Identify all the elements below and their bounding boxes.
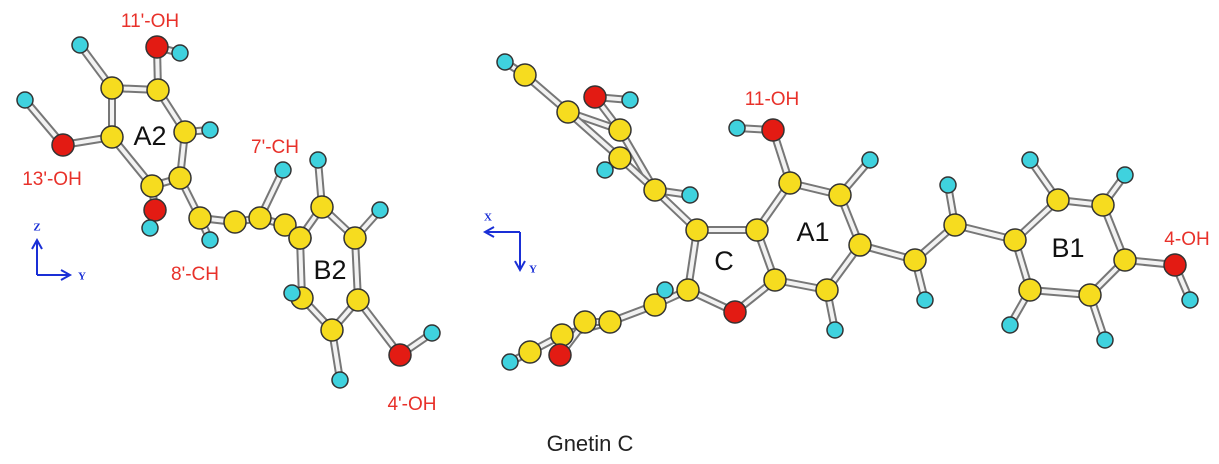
molecules [17,36,1198,388]
atom [724,301,746,323]
atom [764,269,786,291]
left-axes [32,240,70,280]
atom [816,279,838,301]
atom [332,372,348,388]
atom [344,227,366,249]
ring-label: B2 [313,255,346,285]
atom [1092,194,1114,216]
ring-label: A2 [133,121,166,151]
atom [862,152,878,168]
atom [1182,292,1198,308]
atom [202,232,218,248]
atom [677,279,699,301]
atom [189,207,211,229]
axis-label: X [484,212,492,224]
atom [146,36,168,58]
atom [557,101,579,123]
ring-label: C [714,246,734,276]
atom [1022,152,1038,168]
atom [686,219,708,241]
atom [657,282,673,298]
atom [174,121,196,143]
figure: Z Y X Y 11'-OH A2 7'-CH 13'-OH 8'-CH B2 … [0,0,1219,464]
atom [224,211,246,233]
atom [147,79,169,101]
atom [284,285,300,301]
atom [502,354,518,370]
axis-arrows [32,240,70,280]
atom [599,311,621,333]
atom [321,319,343,341]
atom [101,77,123,99]
atom [551,324,573,346]
atom [372,202,388,218]
atom [169,167,191,189]
axis-label: Y [529,264,537,276]
atom [1117,167,1133,183]
atom [514,64,536,86]
ring-label: B1 [1051,233,1084,263]
caption: Gnetin C [547,431,634,456]
atom [1164,254,1186,276]
atom [904,249,926,271]
atom [597,162,613,178]
atom [497,54,513,70]
atom [1047,189,1069,211]
atom [311,196,333,218]
atom [289,227,311,249]
atom [275,162,291,178]
group-label: 13'-OH [22,169,82,190]
atom [849,234,871,256]
axis-label: Y [78,271,86,283]
atom [389,344,411,366]
atom [1002,317,1018,333]
atom [644,179,666,201]
atom [940,177,956,193]
group-label: 4'-OH [387,394,436,415]
right-axes [485,227,525,270]
atom [141,175,163,197]
axis-arrows [485,227,525,270]
atom [1097,332,1113,348]
atom [622,92,638,108]
group-label: 11-OH [745,89,800,110]
group-label: 4-OH [1164,229,1209,250]
axis-label: Z [33,222,40,234]
atom [574,311,596,333]
group-label: 8'-CH [171,264,219,285]
atom [1114,249,1136,271]
atom [1079,284,1101,306]
atom [52,134,74,156]
atom [746,219,768,241]
atom [249,207,271,229]
atom [829,184,851,206]
group-label: 7'-CH [251,137,299,158]
atom [519,341,541,363]
atom [944,214,966,236]
atom [1019,279,1041,301]
atom [917,292,933,308]
atom [347,289,369,311]
atom [609,119,631,141]
atom [729,120,745,136]
group-label: 11'-OH [121,11,179,32]
atom [142,220,158,236]
atom [1004,229,1026,251]
atom [584,86,606,108]
atom [17,92,33,108]
atom [172,45,188,61]
atom [310,152,326,168]
atom [144,199,166,221]
atom [762,119,784,141]
atom [827,322,843,338]
ring-label: A1 [796,217,829,247]
atom [101,126,123,148]
atom [72,37,88,53]
atom [202,122,218,138]
atom [682,187,698,203]
atom [424,325,440,341]
atom [779,172,801,194]
atom [549,344,571,366]
